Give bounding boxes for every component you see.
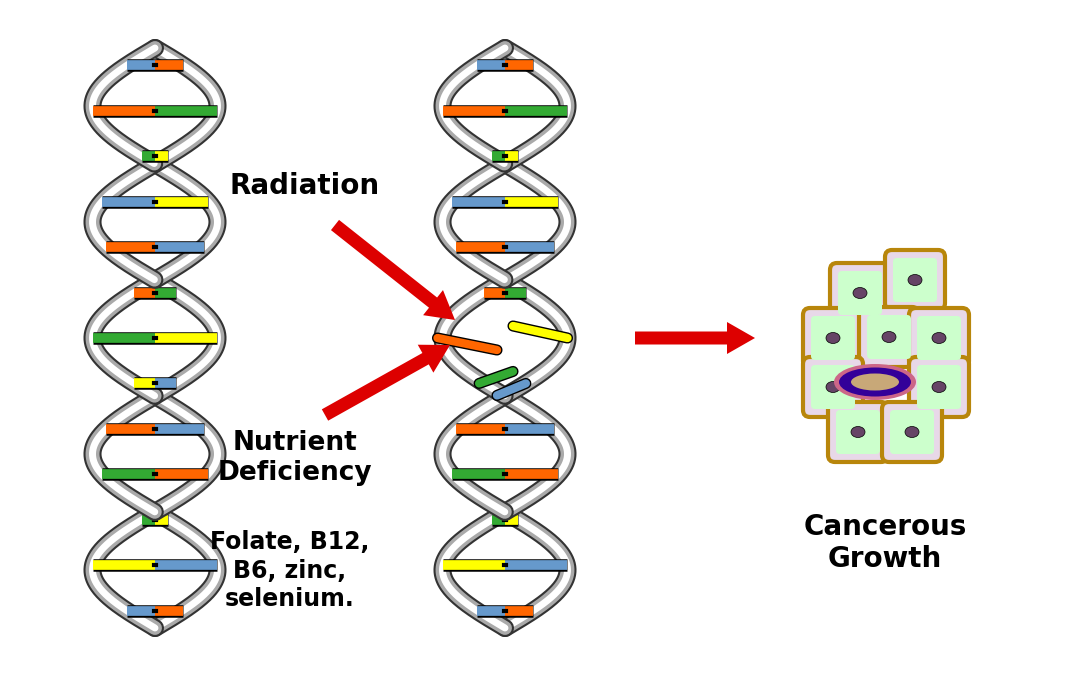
- FancyBboxPatch shape: [838, 271, 882, 315]
- FancyBboxPatch shape: [917, 365, 961, 409]
- Ellipse shape: [826, 333, 840, 344]
- FancyBboxPatch shape: [909, 308, 969, 368]
- FancyBboxPatch shape: [811, 316, 855, 360]
- Ellipse shape: [932, 381, 946, 392]
- Text: Radiation: Radiation: [230, 172, 380, 200]
- Text: Folate, B12,
B6, zinc,
selenium.: Folate, B12, B6, zinc, selenium.: [211, 530, 369, 612]
- FancyBboxPatch shape: [882, 402, 942, 462]
- Text: Nutrient
Deficiency: Nutrient Deficiency: [218, 430, 373, 486]
- Ellipse shape: [834, 364, 916, 400]
- FancyArrow shape: [635, 322, 755, 354]
- FancyBboxPatch shape: [804, 308, 863, 368]
- FancyBboxPatch shape: [811, 365, 855, 409]
- FancyBboxPatch shape: [831, 263, 890, 323]
- FancyBboxPatch shape: [867, 315, 912, 359]
- FancyBboxPatch shape: [859, 307, 919, 367]
- Ellipse shape: [851, 427, 865, 437]
- FancyArrow shape: [322, 345, 450, 421]
- FancyBboxPatch shape: [836, 410, 880, 454]
- Ellipse shape: [839, 367, 912, 396]
- FancyBboxPatch shape: [909, 357, 969, 417]
- Ellipse shape: [905, 427, 919, 437]
- FancyBboxPatch shape: [885, 250, 945, 310]
- Ellipse shape: [882, 331, 896, 342]
- FancyBboxPatch shape: [893, 258, 937, 302]
- FancyBboxPatch shape: [917, 316, 961, 360]
- FancyBboxPatch shape: [890, 410, 934, 454]
- Ellipse shape: [851, 373, 899, 391]
- Ellipse shape: [826, 381, 840, 392]
- Ellipse shape: [908, 275, 922, 286]
- Ellipse shape: [932, 333, 946, 344]
- FancyArrow shape: [330, 220, 455, 320]
- Ellipse shape: [853, 288, 867, 298]
- FancyBboxPatch shape: [804, 357, 863, 417]
- Text: Cancerous
Growth: Cancerous Growth: [804, 513, 967, 573]
- FancyBboxPatch shape: [828, 402, 888, 462]
